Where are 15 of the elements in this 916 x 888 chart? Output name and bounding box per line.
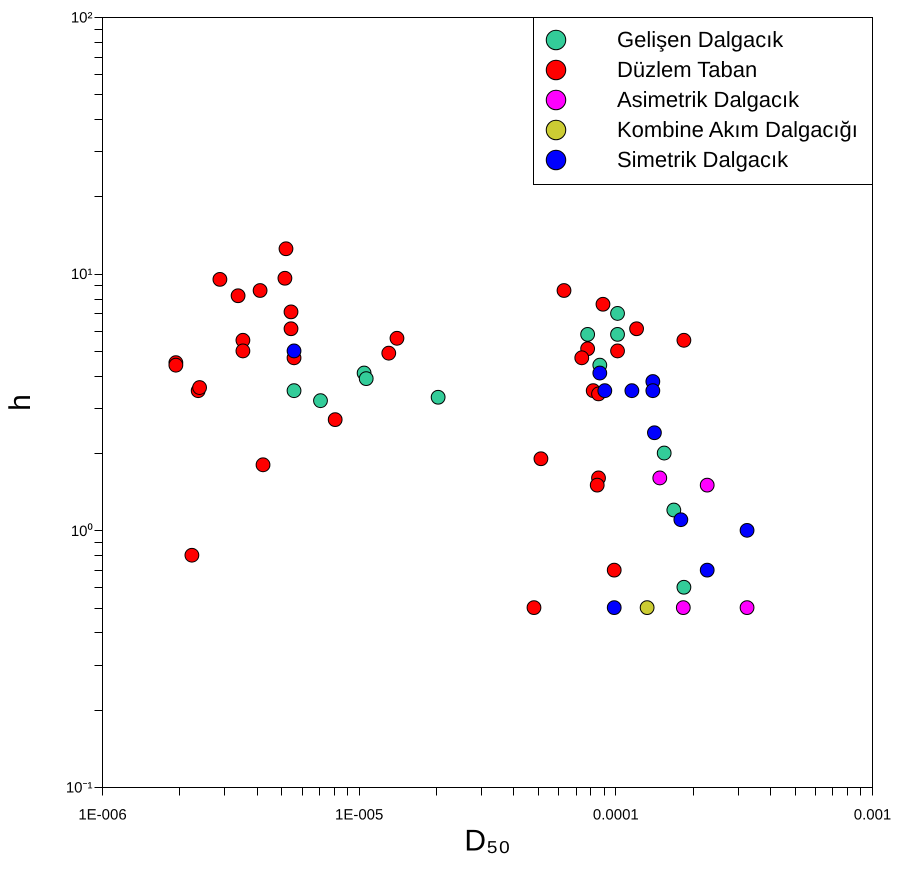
- x-axis-title: D₅₀: [464, 824, 511, 858]
- legend-label: Simetrik Dalgacık: [617, 147, 790, 172]
- y-tick-label: 10⁰: [70, 522, 92, 540]
- y-tick-label: 10⁻¹: [66, 780, 92, 796]
- x-tick-label: 1E-006: [78, 806, 127, 824]
- legend-label: Düzlem Taban: [617, 57, 758, 82]
- x-tick-label: 1E-005: [334, 806, 384, 824]
- y-tick-label: 10²: [70, 10, 92, 26]
- legend-label: Kombine Akım Dalgacığı: [617, 117, 858, 142]
- y-axis-title: h: [4, 394, 37, 411]
- x-tick-label: 0.0001: [592, 806, 639, 824]
- legend-label: Asimetrik Dalgacık: [617, 87, 800, 112]
- x-tick-label: 0.001: [854, 806, 892, 824]
- legend-label: Gelişen Dalgacık: [617, 27, 784, 52]
- y-tick-label: 10¹: [70, 266, 92, 284]
